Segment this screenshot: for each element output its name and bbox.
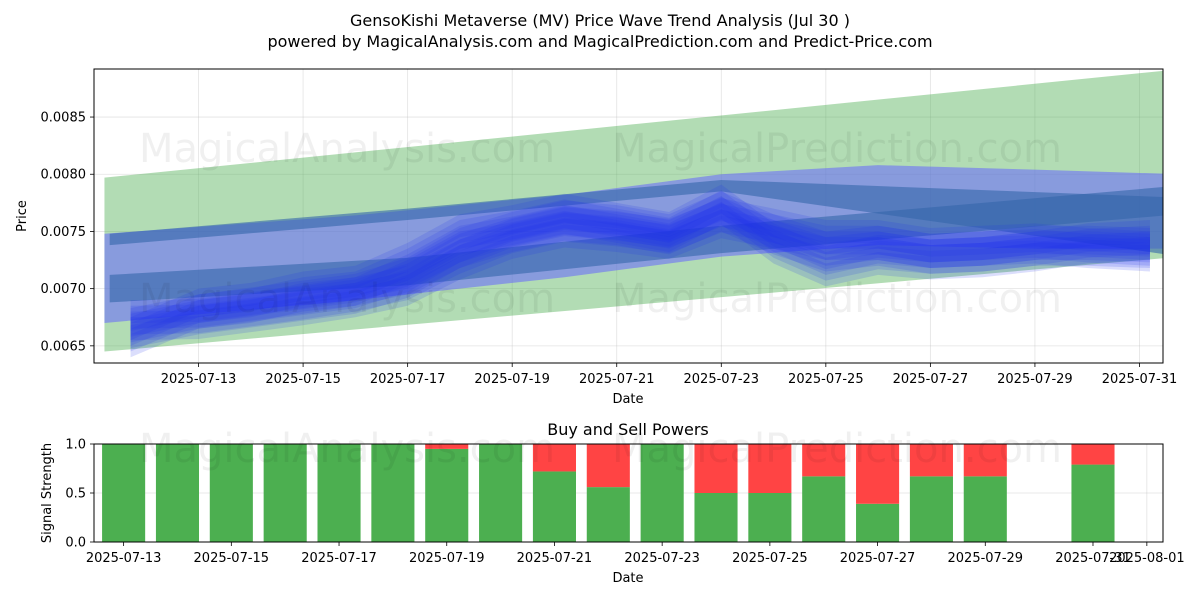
price-wave-4-2 xyxy=(130,197,1150,337)
price-wave-4-1 xyxy=(130,202,1150,343)
buy-bar-2025-07-13 xyxy=(102,444,146,542)
buy-bar-2025-07-29 xyxy=(963,476,1007,542)
sell-bar-2025-07-21 xyxy=(532,444,576,472)
sell-bar-2025-07-25 xyxy=(748,444,792,493)
buy-bar-2025-07-15 xyxy=(209,444,253,542)
price-x-tick-label: 2025-07-25 xyxy=(788,372,864,387)
price-wave-5-3 xyxy=(130,184,1150,341)
price-series xyxy=(104,70,1163,358)
price-wave-6-3 xyxy=(130,198,1150,323)
signal-x-tick-label: 2025-07-29 xyxy=(948,551,1024,566)
chart-title: GensoKishi Metaverse (MV) Price Wave Tre… xyxy=(350,11,850,30)
price-band-darkblue-3 xyxy=(109,187,1163,303)
sell-bar-2025-07-22 xyxy=(586,444,630,488)
price-wave-5-2 xyxy=(130,190,1150,346)
price-x-tick-label: 2025-07-15 xyxy=(265,372,341,387)
price-x-tick-label: 2025-07-19 xyxy=(474,372,550,387)
watermark-prediction: MagicalPrediction.com xyxy=(612,126,1062,172)
price-plot: MagicalAnalysis.com MagicalPrediction.co… xyxy=(15,68,1177,407)
price-x-tick-label: 2025-07-17 xyxy=(370,372,446,387)
signal-bars xyxy=(102,444,1115,542)
price-y-tick-label: 0.0085 xyxy=(41,111,87,126)
signal-x-tick-label: 2025-08-01 xyxy=(1109,551,1185,566)
buy-bar-2025-07-16 xyxy=(263,444,307,542)
buy-bar-2025-07-27 xyxy=(856,503,900,542)
sell-bar-2025-07-31 xyxy=(1071,444,1115,465)
price-wave-5-0 xyxy=(130,201,1150,358)
signal-y-label: Signal Strength xyxy=(40,443,55,543)
buy-bar-2025-07-25 xyxy=(748,493,792,542)
price-wave-4-0 xyxy=(130,208,1150,349)
watermark-prediction-bottom: MagicalPrediction.com xyxy=(612,426,1062,472)
price-wave-4-3 xyxy=(130,191,1150,331)
price-wave-6-1 xyxy=(130,209,1150,335)
price-x-tick-label: 2025-07-13 xyxy=(161,372,237,387)
buy-bar-2025-07-26 xyxy=(802,476,846,542)
signal-x-tick-label: 2025-07-13 xyxy=(86,551,162,566)
signal-y-tick-label: 0.0 xyxy=(65,536,86,551)
sell-bar-2025-07-29 xyxy=(963,444,1007,477)
buy-bar-2025-07-19 xyxy=(425,448,469,542)
signal-x-label: Date xyxy=(612,571,643,586)
price-wave-6-0 xyxy=(130,215,1150,341)
price-x-tick-label: 2025-07-23 xyxy=(684,372,760,387)
signal-x-tick-label: 2025-07-23 xyxy=(624,551,700,566)
signal-x-tick-label: 2025-07-25 xyxy=(732,551,808,566)
watermark-analysis: MagicalAnalysis.com xyxy=(139,126,555,172)
sell-bar-2025-07-28 xyxy=(909,444,953,477)
signal-x-tick-label: 2025-07-31 xyxy=(1055,551,1131,566)
price-x-tick-label: 2025-07-29 xyxy=(997,372,1073,387)
price-wave-5-1 xyxy=(130,195,1150,352)
buy-bar-2025-07-23 xyxy=(640,444,684,542)
price-y-label: Price xyxy=(15,200,30,232)
sell-bar-2025-07-27 xyxy=(856,444,900,504)
sell-bar-2025-07-26 xyxy=(802,444,846,477)
signal-x-tick-label: 2025-07-17 xyxy=(301,551,377,566)
price-x-label: Date xyxy=(612,392,643,407)
sell-bar-2025-07-19 xyxy=(425,444,469,449)
signal-x-tick-label: 2025-07-19 xyxy=(409,551,485,566)
signal-y-ticks: 0.0 0.5 1.0 xyxy=(65,438,94,551)
watermark-prediction-lower: MagicalPrediction.com xyxy=(612,276,1062,322)
price-x-tick-label: 2025-07-31 xyxy=(1102,372,1178,387)
price-band-darkblue-2 xyxy=(109,179,1163,254)
price-y-tick-label: 0.0065 xyxy=(41,339,87,354)
price-x-tick-label: 2025-07-27 xyxy=(893,372,969,387)
sell-bar-2025-07-24 xyxy=(694,444,738,493)
buy-bar-2025-07-24 xyxy=(694,493,738,542)
signal-x-tick-label: 2025-07-27 xyxy=(840,551,916,566)
buy-bar-2025-07-18 xyxy=(371,444,415,542)
price-plot-frame xyxy=(93,68,1164,364)
watermark-analysis-bottom: MagicalAnalysis.com xyxy=(139,426,555,472)
signal-x-ticks: 2025-07-13 2025-07-15 2025-07-17 2025-07-19… xyxy=(86,542,1185,566)
price-x-ticks: 2025-07-13 2025-07-15 2025-07-17 2025-07-19… xyxy=(161,363,1177,387)
chart-subtitle: powered by MagicalAnalysis.com and Magic… xyxy=(267,32,932,51)
buy-bar-2025-07-20 xyxy=(479,444,523,542)
buy-bar-2025-07-22 xyxy=(586,487,630,542)
price-y-tick-label: 0.0070 xyxy=(41,282,87,297)
price-wave-6-2 xyxy=(130,203,1150,329)
buy-bar-2025-07-31 xyxy=(1071,464,1115,542)
signal-y-tick-label: 0.5 xyxy=(65,487,86,502)
price-y-tick-label: 0.0080 xyxy=(41,168,87,183)
price-x-tick-label: 2025-07-21 xyxy=(579,372,655,387)
buy-bar-2025-07-28 xyxy=(909,476,953,542)
signal-x-tick-label: 2025-07-21 xyxy=(517,551,593,566)
buy-bar-2025-07-21 xyxy=(532,471,576,542)
price-y-ticks: 0.0065 0.0070 0.0075 0.0080 0.0085 xyxy=(41,111,94,354)
price-y-tick-label: 0.0075 xyxy=(41,225,87,240)
signal-plot: Buy and Sell Powers MagicalAnalysis.com … xyxy=(40,420,1185,586)
buy-bar-2025-07-14 xyxy=(155,444,200,542)
signal-plot-title: Buy and Sell Powers xyxy=(547,420,709,439)
signal-x-tick-label: 2025-07-15 xyxy=(194,551,270,566)
watermark-analysis-lower: MagicalAnalysis.com xyxy=(139,276,555,322)
buy-bar-2025-07-17 xyxy=(317,444,361,542)
signal-y-tick-label: 1.0 xyxy=(65,438,86,453)
